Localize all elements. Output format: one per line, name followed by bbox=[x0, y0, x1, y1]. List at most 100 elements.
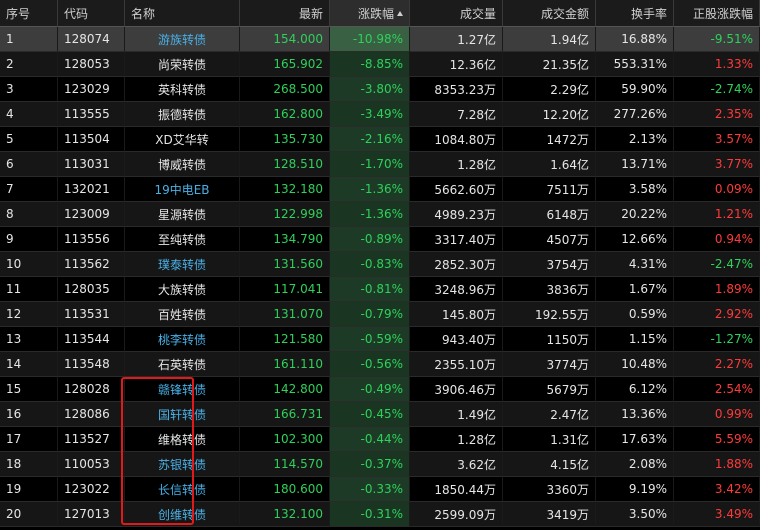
cell-index: 19 bbox=[0, 477, 58, 502]
cell-latest: 135.730 bbox=[240, 127, 330, 152]
cell-turnover-amount: 3419万 bbox=[503, 502, 596, 527]
cell-volume: 1.49亿 bbox=[410, 402, 503, 427]
cell-volume: 4989.23万 bbox=[410, 202, 503, 227]
cell-stock-change-pct: 0.99% bbox=[674, 402, 760, 427]
table-row[interactable]: 19 123022 长信转债 180.600 -0.33% 1850.44万 3360万 9.… bbox=[0, 477, 760, 502]
cell-code: 127013 bbox=[58, 502, 125, 527]
cell-volume: 2599.09万 bbox=[410, 502, 503, 527]
cell-latest: 166.731 bbox=[240, 402, 330, 427]
cell-volume: 1084.80万 bbox=[410, 127, 503, 152]
cell-turnover-rate: 20.22% bbox=[596, 202, 674, 227]
cell-turnover-amount: 1.64亿 bbox=[503, 152, 596, 177]
cell-code: 128074 bbox=[58, 27, 125, 52]
cell-index: 10 bbox=[0, 252, 58, 277]
table-row[interactable]: 11 128035 大族转债 117.041 -0.81% 3248.96万 3836万 1.… bbox=[0, 277, 760, 302]
cell-turnover-amount: 3360万 bbox=[503, 477, 596, 502]
table-row[interactable]: 17 113527 维格转债 102.300 -0.44% 1.28亿 1.31亿 17.63… bbox=[0, 427, 760, 452]
table-row[interactable]: 6 113031 博威转债 128.510 -1.70% 1.28亿 1.64亿 13.71%… bbox=[0, 152, 760, 177]
cell-code: 128086 bbox=[58, 402, 125, 427]
cell-turnover-rate: 16.88% bbox=[596, 27, 674, 52]
cell-code: 132021 bbox=[58, 177, 125, 202]
cell-volume: 12.36亿 bbox=[410, 52, 503, 77]
cell-stock-change-pct: -2.47% bbox=[674, 252, 760, 277]
cell-turnover-amount: 21.35亿 bbox=[503, 52, 596, 77]
cell-code: 113544 bbox=[58, 327, 125, 352]
cell-turnover-rate: 4.31% bbox=[596, 252, 674, 277]
cell-volume: 5662.60万 bbox=[410, 177, 503, 202]
cell-turnover-rate: 59.90% bbox=[596, 77, 674, 102]
cell-code: 113531 bbox=[58, 302, 125, 327]
cell-volume: 3.62亿 bbox=[410, 452, 503, 477]
table-row[interactable]: 7 132021 19中电EB 132.180 -1.36% 5662.60万 7511万 3… bbox=[0, 177, 760, 202]
cell-code: 123022 bbox=[58, 477, 125, 502]
table-row[interactable]: 2 128053 尚荣转债 165.902 -8.85% 12.36亿 21.35亿 553.… bbox=[0, 52, 760, 77]
cell-stock-change-pct: 2.54% bbox=[674, 377, 760, 402]
cell-turnover-amount: 5679万 bbox=[503, 377, 596, 402]
col-header-index[interactable]: 序号 bbox=[0, 0, 58, 27]
cell-latest: 122.998 bbox=[240, 202, 330, 227]
table-row[interactable]: 14 113548 石英转债 161.110 -0.56% 2355.10万 3774万 10… bbox=[0, 352, 760, 377]
cell-turnover-amount: 3836万 bbox=[503, 277, 596, 302]
cell-index: 20 bbox=[0, 502, 58, 527]
col-header-latest[interactable]: 最新 bbox=[240, 0, 330, 27]
cell-latest: 131.070 bbox=[240, 302, 330, 327]
table-row[interactable]: 10 113562 璞泰转债 131.560 -0.83% 2852.30万 3754万 4.… bbox=[0, 252, 760, 277]
cell-turnover-rate: 553.31% bbox=[596, 52, 674, 77]
cell-turnover-amount: 12.20亿 bbox=[503, 102, 596, 127]
cell-stock-change-pct: -2.74% bbox=[674, 77, 760, 102]
table-row[interactable]: 13 113544 桃李转债 121.580 -0.59% 943.40万 1150万 1.1… bbox=[0, 327, 760, 352]
col-header-stock-change-pct[interactable]: 正股涨跌幅 bbox=[674, 0, 760, 27]
table-row[interactable]: 9 113556 至纯转债 134.790 -0.89% 3317.40万 4507万 12.… bbox=[0, 227, 760, 252]
cell-index: 3 bbox=[0, 77, 58, 102]
table-body: 1 128074 游族转债 154.000 -10.98% 1.27亿 1.94亿 16.88… bbox=[0, 27, 760, 527]
cell-index: 12 bbox=[0, 302, 58, 327]
cell-turnover-rate: 13.36% bbox=[596, 402, 674, 427]
col-header-turnover-amount[interactable]: 成交金额 bbox=[503, 0, 596, 27]
cell-index: 9 bbox=[0, 227, 58, 252]
cell-turnover-rate: 3.50% bbox=[596, 502, 674, 527]
table-row[interactable]: 12 113531 百姓转债 131.070 -0.79% 145.80万 192.55万 0… bbox=[0, 302, 760, 327]
cell-volume: 2852.30万 bbox=[410, 252, 503, 277]
table-row[interactable]: 16 128086 国轩转债 166.731 -0.45% 1.49亿 2.47亿 13.36… bbox=[0, 402, 760, 427]
cell-index: 14 bbox=[0, 352, 58, 377]
cell-latest: 131.560 bbox=[240, 252, 330, 277]
table-row[interactable]: 18 110053 苏银转债 114.570 -0.37% 3.62亿 4.15亿 2.08%… bbox=[0, 452, 760, 477]
cell-stock-change-pct: 1.88% bbox=[674, 452, 760, 477]
col-header-change-pct[interactable]: 涨跌幅 bbox=[330, 0, 410, 27]
cell-change-pct: -0.31% bbox=[330, 502, 410, 527]
table-row[interactable]: 4 113555 振德转债 162.800 -3.49% 7.28亿 12.20亿 277.2… bbox=[0, 102, 760, 127]
cell-name: 国轩转债 bbox=[125, 402, 240, 427]
cell-code: 128028 bbox=[58, 377, 125, 402]
col-header-name[interactable]: 名称 bbox=[125, 0, 240, 27]
cell-turnover-rate: 9.19% bbox=[596, 477, 674, 502]
cell-stock-change-pct: -1.27% bbox=[674, 327, 760, 352]
table-row[interactable]: 15 128028 赣锋转债 142.800 -0.49% 3906.46万 5679万 6.… bbox=[0, 377, 760, 402]
col-header-change-pct-label: 涨跌幅 bbox=[357, 6, 394, 21]
cell-change-pct: -0.44% bbox=[330, 427, 410, 452]
cell-change-pct: -0.49% bbox=[330, 377, 410, 402]
cell-turnover-rate: 6.12% bbox=[596, 377, 674, 402]
cell-latest: 102.300 bbox=[240, 427, 330, 452]
table-row[interactable]: 20 127013 创维转债 132.100 -0.31% 2599.09万 3419万 3.… bbox=[0, 502, 760, 527]
cell-turnover-rate: 1.15% bbox=[596, 327, 674, 352]
cell-stock-change-pct: 0.94% bbox=[674, 227, 760, 252]
table-row[interactable]: 8 123009 星源转债 122.998 -1.36% 4989.23万 6148万 20.… bbox=[0, 202, 760, 227]
cell-change-pct: -0.81% bbox=[330, 277, 410, 302]
table-row[interactable]: 3 123029 英科转债 268.500 -3.80% 8353.23万 2.29亿 59.… bbox=[0, 77, 760, 102]
cell-turnover-amount: 6148万 bbox=[503, 202, 596, 227]
cell-turnover-rate: 1.67% bbox=[596, 277, 674, 302]
table-row[interactable]: 1 128074 游族转债 154.000 -10.98% 1.27亿 1.94亿 16.88… bbox=[0, 27, 760, 52]
col-header-volume[interactable]: 成交量 bbox=[410, 0, 503, 27]
cell-name: 尚荣转债 bbox=[125, 52, 240, 77]
table-row[interactable]: 5 113504 XD艾华转 135.730 -2.16% 1084.80万 1472万 2.… bbox=[0, 127, 760, 152]
cell-stock-change-pct: 3.49% bbox=[674, 502, 760, 527]
col-header-turnover-rate[interactable]: 换手率 bbox=[596, 0, 674, 27]
cell-index: 8 bbox=[0, 202, 58, 227]
cell-index: 6 bbox=[0, 152, 58, 177]
cell-volume: 3906.46万 bbox=[410, 377, 503, 402]
cell-name: 至纯转债 bbox=[125, 227, 240, 252]
cell-latest: 134.790 bbox=[240, 227, 330, 252]
cell-turnover-amount: 1.94亿 bbox=[503, 27, 596, 52]
cell-stock-change-pct: 3.77% bbox=[674, 152, 760, 177]
col-header-code[interactable]: 代码 bbox=[58, 0, 125, 27]
